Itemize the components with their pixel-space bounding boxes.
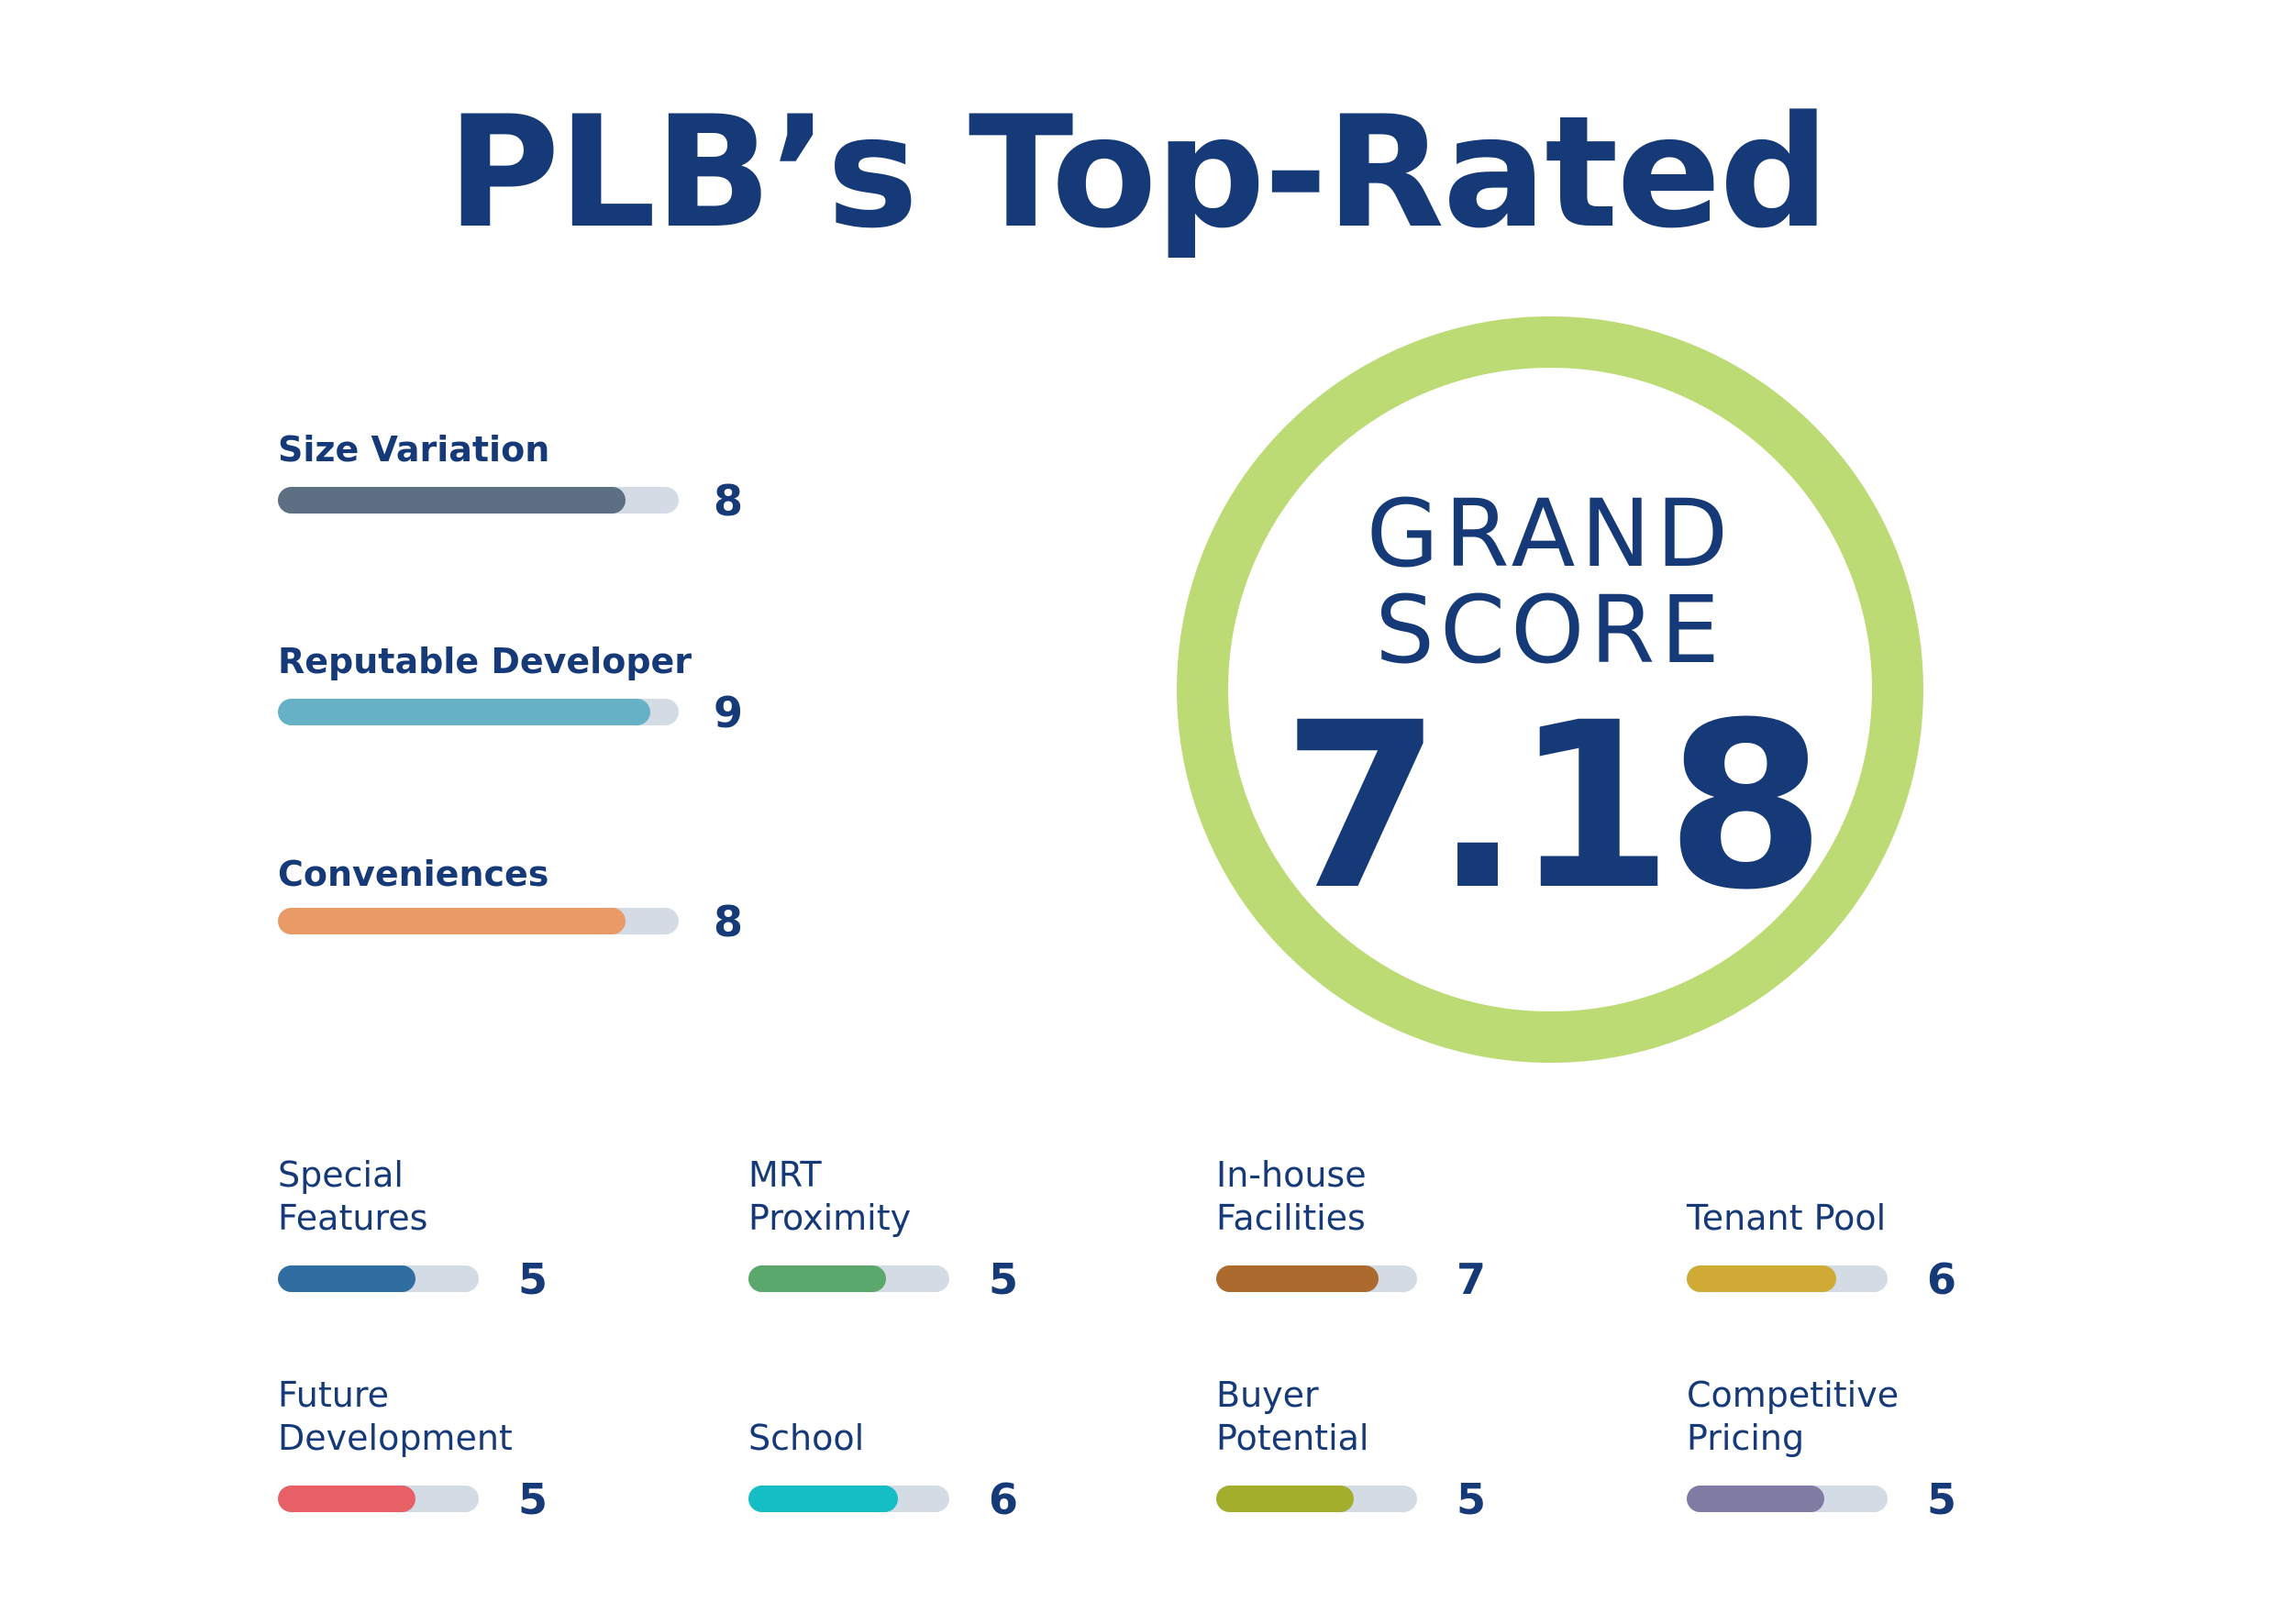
page-title: PLB’s Top-Rated bbox=[447, 83, 1829, 262]
score-bar-fill bbox=[1216, 1265, 1379, 1292]
grand-score-label-line1: GRAND bbox=[1366, 480, 1734, 589]
criterion-score: 5 bbox=[1927, 1475, 1957, 1524]
score-bar-track bbox=[278, 487, 679, 514]
score-bar-track bbox=[278, 1265, 479, 1292]
score-bar-fill bbox=[278, 699, 650, 725]
score-bar-track bbox=[748, 1486, 949, 1512]
criterion-score: 8 bbox=[714, 897, 744, 946]
criterion-label: School bbox=[748, 1418, 865, 1458]
score-bar-fill bbox=[1687, 1265, 1837, 1292]
criterion-score: 5 bbox=[989, 1254, 1019, 1304]
criterion-label: MRT Proximity bbox=[748, 1154, 912, 1238]
criterion-score: 8 bbox=[714, 476, 744, 525]
criterion-score: 5 bbox=[1457, 1475, 1487, 1524]
criterion-label: In-house Facilities bbox=[1216, 1154, 1367, 1238]
score-bar-track bbox=[278, 908, 679, 934]
criterion-label: Conveniences bbox=[278, 854, 549, 894]
criterion-label: Buyer Potential bbox=[1216, 1375, 1369, 1458]
criterion-label: Special Features bbox=[278, 1154, 428, 1238]
score-bar-fill bbox=[748, 1486, 899, 1512]
criterion-score: 7 bbox=[1457, 1254, 1487, 1304]
criterion-label: Competitive Pricing bbox=[1687, 1375, 1900, 1458]
score-bar-fill bbox=[278, 908, 626, 934]
criterion-score: 6 bbox=[1927, 1254, 1957, 1304]
criterion-label: Tenant Pool bbox=[1687, 1198, 1887, 1238]
score-bar-track bbox=[278, 699, 679, 725]
score-bar-fill bbox=[1687, 1486, 1824, 1512]
criterion-label: Future Development bbox=[278, 1375, 513, 1458]
criterion-label: Reputable Developer bbox=[278, 641, 692, 681]
score-bar-track bbox=[1216, 1265, 1417, 1292]
grand-score-value: 7.18 bbox=[1281, 673, 1826, 940]
score-bar-track bbox=[1687, 1265, 1888, 1292]
criterion-score: 6 bbox=[989, 1475, 1019, 1524]
score-bar-track bbox=[278, 1486, 479, 1512]
score-bar-fill bbox=[1216, 1486, 1354, 1512]
score-bar-track bbox=[1216, 1486, 1417, 1512]
criterion-score: 9 bbox=[714, 688, 744, 737]
score-bar-track bbox=[1687, 1486, 1888, 1512]
score-bar-fill bbox=[278, 1265, 415, 1292]
score-bar-fill bbox=[278, 487, 626, 514]
score-bar-fill bbox=[748, 1265, 886, 1292]
score-bar-track bbox=[748, 1265, 949, 1292]
criterion-label: Size Variation bbox=[278, 429, 550, 470]
grand-score-label-line2: SCORE bbox=[1375, 576, 1725, 685]
criterion-score: 5 bbox=[518, 1475, 548, 1524]
criterion-score: 5 bbox=[518, 1254, 548, 1304]
score-bar-fill bbox=[278, 1486, 415, 1512]
